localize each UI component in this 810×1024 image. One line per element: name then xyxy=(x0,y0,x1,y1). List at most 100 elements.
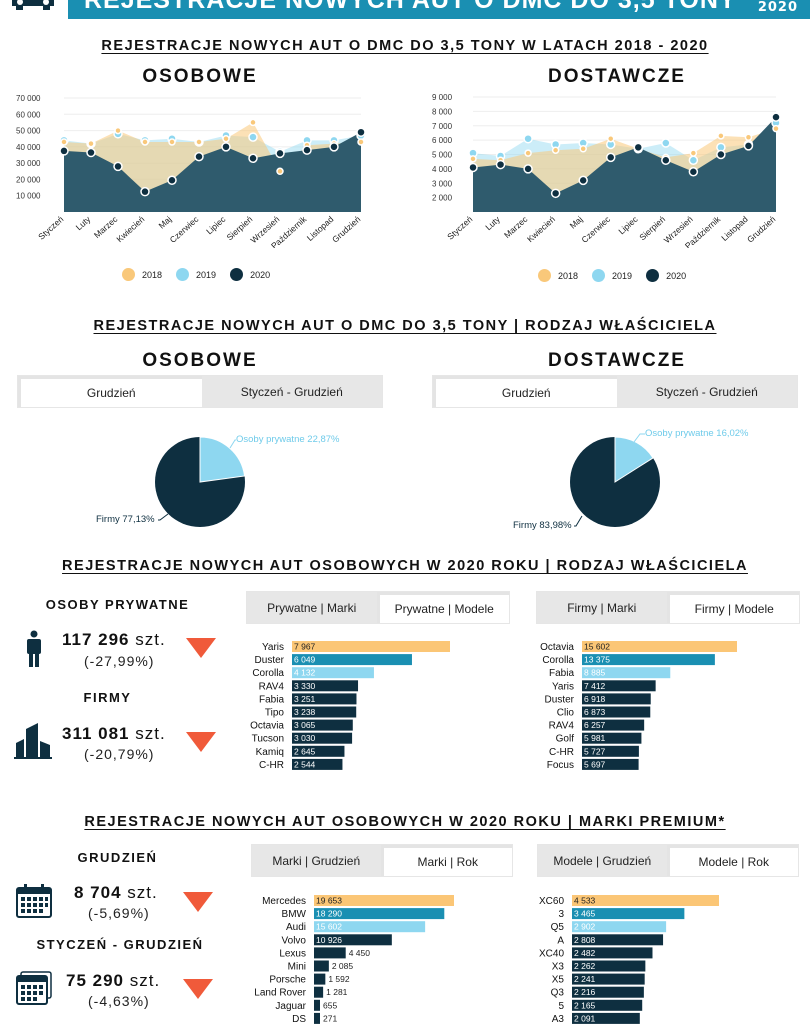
building-icon xyxy=(14,723,52,759)
bar xyxy=(582,719,645,731)
tab-grudzien[interactable]: Grudzień xyxy=(433,376,617,407)
x-tick-label: Grudzień xyxy=(330,214,363,245)
bar xyxy=(572,908,685,920)
bar-category-label: Yaris xyxy=(552,681,574,692)
tab-modele-rok[interactable]: Modele | Rok xyxy=(666,845,798,876)
bar-value-label: 2 085 xyxy=(332,961,354,971)
bar-value-label: 4 450 xyxy=(349,948,371,958)
bar-value-label: 2 216 xyxy=(574,987,596,997)
bar-category-label: Volvo xyxy=(282,935,307,946)
point-2020 xyxy=(86,147,96,158)
point-2020 xyxy=(59,146,69,156)
tab-modele-grudzien[interactable]: Modele | Grudzień xyxy=(538,845,667,876)
area-series-2020 xyxy=(473,117,776,212)
pie-slice-prywatne xyxy=(199,436,246,483)
bar-chart-premium-marki: Mercedes 19 653 BMW 18 290 Audi 15 602 Volvo 10… xyxy=(254,895,454,1024)
point-2018 xyxy=(772,124,780,133)
bar-chart-premium-modele: XC60 4 533 3 3 465 Q5 2 902 A 2 808 XC40 2 482 X3 2… xyxy=(539,895,719,1024)
pie-label-firmy: Firmy 83,98% xyxy=(513,520,572,531)
private-heading: OSOBY PRYWATNE xyxy=(45,597,190,612)
bar-category-label: A3 xyxy=(552,1014,565,1024)
tab-grudzien[interactable]: Grudzień xyxy=(18,376,202,407)
legend-item-2020[interactable]: 2020 xyxy=(230,268,270,281)
owner-osobowe-title: OSOBOWE xyxy=(142,350,258,371)
point-2018 xyxy=(579,145,587,153)
bar-category-label: Duster xyxy=(255,655,285,666)
pie-label-firmy: Firmy 77,13% xyxy=(96,514,155,525)
tab-marki-rok[interactable]: Marki | Rok xyxy=(380,845,512,876)
tabs-prywatne: Prywatne | Marki Prywatne | Modele xyxy=(246,591,510,624)
point-2019 xyxy=(248,132,258,142)
bar-value-label: 1 281 xyxy=(326,987,348,997)
pie-chart-osobowe: Osoby prywatne 22,87% Firmy 77,13% xyxy=(96,434,340,527)
bar xyxy=(572,934,664,946)
tab-prywatne-marki[interactable]: Prywatne | Marki xyxy=(247,592,377,623)
bar xyxy=(314,908,445,920)
point-2019 xyxy=(523,133,533,144)
point-2020 xyxy=(275,148,285,159)
pie-label-prywatne: Osoby prywatne 22,87% xyxy=(236,434,340,445)
bar-value-label: 6 049 xyxy=(294,655,316,665)
tab-styczen-grudzien[interactable]: Styczeń - Grudzień xyxy=(616,376,797,407)
point-2020 xyxy=(113,161,123,172)
x-tick-label: Kwiecień xyxy=(525,214,557,244)
bar xyxy=(582,693,651,705)
x-tick-label: Luty xyxy=(74,214,93,233)
bar-category-label: A xyxy=(557,935,564,946)
tab-firmy-modele[interactable]: Firmy | Modele xyxy=(666,592,799,623)
tab-firmy-marki[interactable]: Firmy | Marki xyxy=(537,592,667,623)
bar-value-label: 3 251 xyxy=(294,694,316,704)
legend-item-2020[interactable]: 2020 xyxy=(646,269,686,282)
bar-value-label: 8 885 xyxy=(584,668,606,678)
section1-title: REJESTRACJE NOWYCH AUT O DMC DO 3,5 TONY… xyxy=(101,38,709,54)
bar-value-label: 13 375 xyxy=(584,655,610,665)
bar xyxy=(314,1012,320,1024)
bar xyxy=(292,667,374,679)
point-2020 xyxy=(302,145,312,155)
bar-category-label: BMW xyxy=(282,909,307,920)
bar xyxy=(292,693,357,705)
bar xyxy=(314,921,426,933)
legend-item-2019[interactable]: 2019 xyxy=(592,269,632,282)
leader-line xyxy=(229,439,236,449)
bar-category-label: XC40 xyxy=(539,948,564,959)
bar-value-label: 1 592 xyxy=(328,974,350,984)
y-tick-label: 5 000 xyxy=(432,151,453,160)
tab-marki-grudzien[interactable]: Marki | Grudzień xyxy=(252,845,381,876)
bar-value-label: 2 262 xyxy=(574,961,596,971)
bar-category-label: C-HR xyxy=(549,747,574,758)
area-chart-osobowe: 70 000 60 000 50 000 40 000 30 000 20 000 10 0… xyxy=(16,94,366,248)
arrow-down-icon xyxy=(186,732,216,752)
bar-value-label: 7 412 xyxy=(584,681,606,691)
x-tick-label: Czerwiec xyxy=(168,214,201,245)
y-tick-label: 30 000 xyxy=(16,159,41,168)
tabs-osobowe: Grudzień Styczeń - Grudzień xyxy=(17,375,383,408)
section2-title: REJESTRACJE NOWYCH AUT O DMC DO 3,5 TONY… xyxy=(93,318,717,334)
y-tick-label: 2 000 xyxy=(432,194,453,203)
tab-styczen-grudzien[interactable]: Styczeń - Grudzień xyxy=(201,376,382,407)
x-tick-label: Maj xyxy=(568,214,585,231)
tab-prywatne-modele[interactable]: Prywatne | Modele xyxy=(376,592,509,623)
y-tick-label: 40 000 xyxy=(16,143,41,152)
x-tick-label: Lipiec xyxy=(204,214,228,237)
legend-item-2018[interactable]: 2018 xyxy=(122,268,162,281)
bar-category-label: Octavia xyxy=(250,721,284,732)
point-2020 xyxy=(140,186,150,197)
x-tick-label: Maj xyxy=(156,214,173,231)
bar xyxy=(572,947,653,959)
pie-chart-dostawcze: Osoby prywatne 16,02% Firmy 83,98% xyxy=(513,428,749,531)
point-2020 xyxy=(633,142,644,153)
bar-value-label: 271 xyxy=(323,1013,337,1023)
bar-category-label: Q3 xyxy=(551,988,565,999)
bar-value-label: 6 918 xyxy=(584,694,606,704)
bar-value-label: 2 165 xyxy=(574,1000,596,1010)
bar-chart-prywatne-modele: Yaris 7 967 Duster 6 049 Corolla 4 132 RAV4 3 3… xyxy=(250,641,450,771)
bar xyxy=(314,947,346,959)
tabs-premium-marki: Marki | Grudzień Marki | Rok xyxy=(251,844,513,877)
point-2020 xyxy=(578,175,588,186)
year-value: 75 290 szt. xyxy=(66,971,161,990)
legend-item-2018[interactable]: 2018 xyxy=(538,269,578,282)
bar-value-label: 3 065 xyxy=(294,720,316,730)
legend-item-2019[interactable]: 2019 xyxy=(176,268,216,281)
firms-heading: FIRMY xyxy=(83,690,132,705)
